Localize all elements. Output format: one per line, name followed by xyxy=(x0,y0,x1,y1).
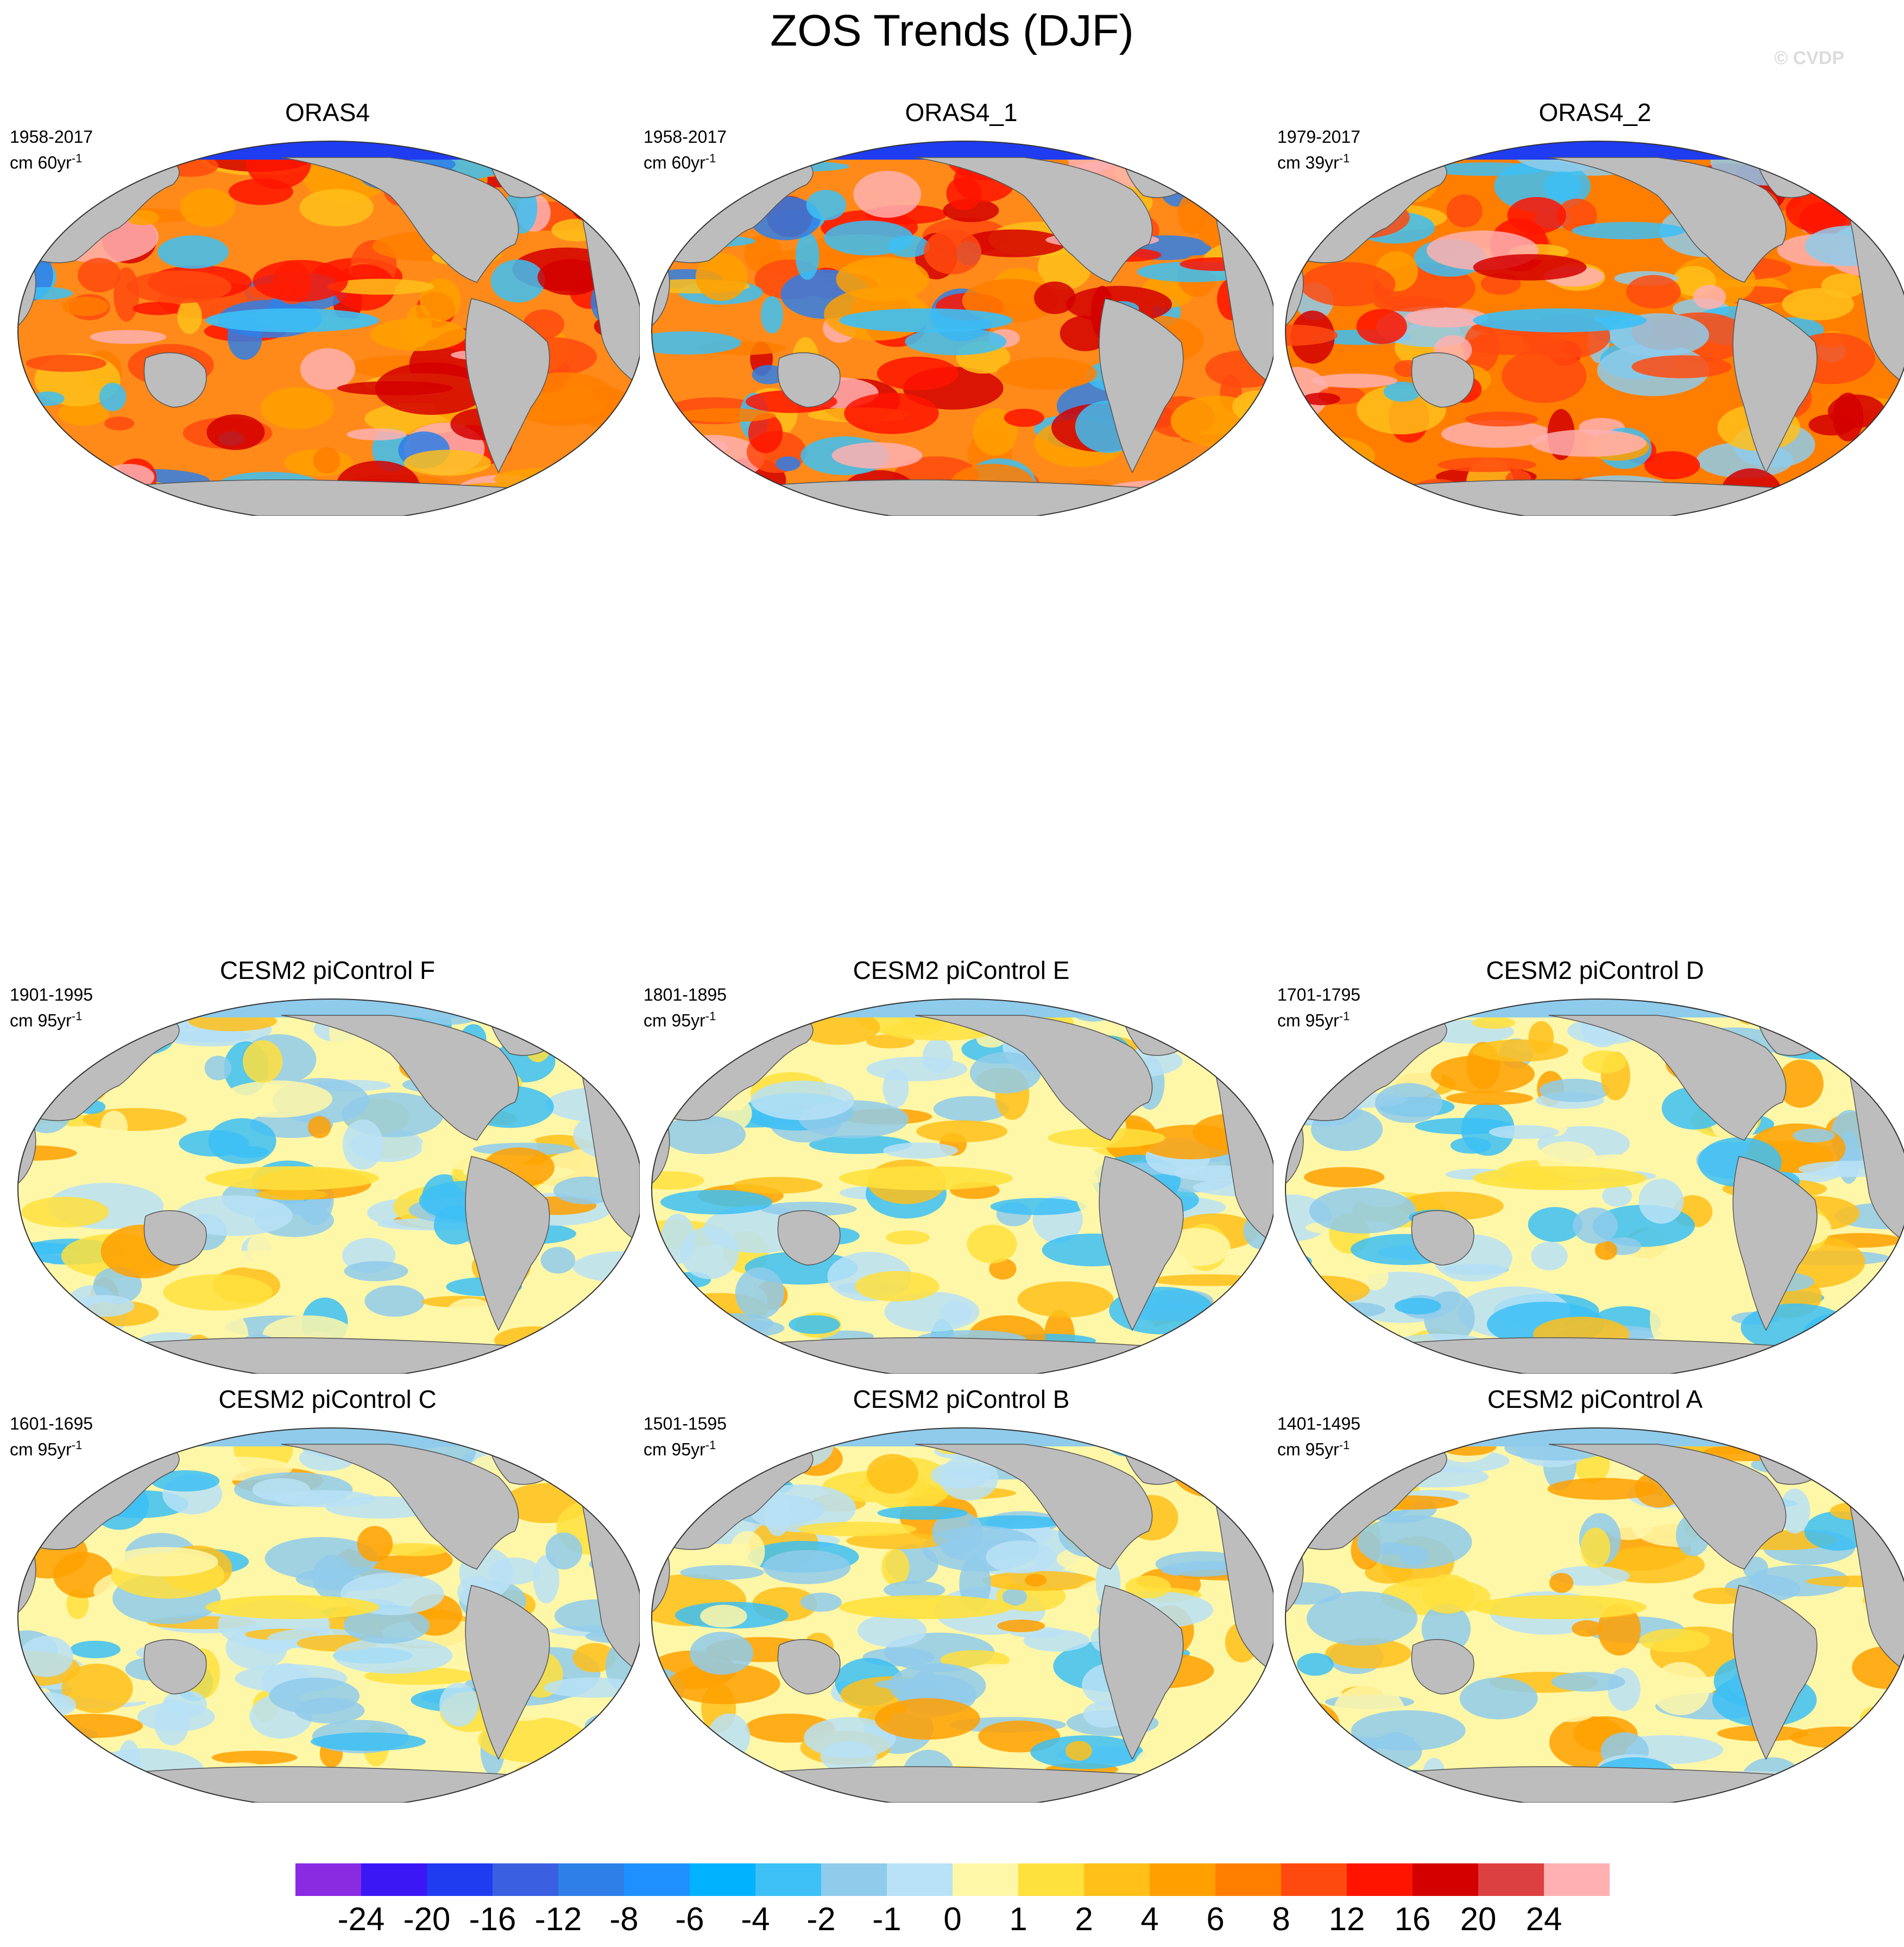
panel-period-units: 1958-2017 cm 60yr-1 xyxy=(644,126,727,174)
panel-period-units: 1901-1995 cm 95yr-1 xyxy=(10,984,93,1032)
period-label: 1979-2017 xyxy=(1277,127,1361,147)
period-label: 1958-2017 xyxy=(644,127,727,147)
colorbar-box xyxy=(493,1863,558,1896)
unit-label: cm 95yr-1 xyxy=(10,1438,83,1459)
colorbar-tick-label: 4 xyxy=(1140,1901,1159,1937)
panel-title: ORAS4 xyxy=(285,98,370,127)
colorbar-box xyxy=(821,1863,887,1896)
colorbar-tick-label: -8 xyxy=(609,1901,639,1937)
panel-period-units: 1958-2017 cm 60yr-1 xyxy=(10,126,93,174)
panel-title: CESM2 piControl F xyxy=(219,956,436,984)
map-panel: CESM2 piControl F 1901-1995 cm 95yr-1 xyxy=(10,956,645,1374)
ocean-trend-map xyxy=(1285,998,1904,1374)
colorbar xyxy=(295,1863,1610,1896)
map-panel: ORAS4_1 1958-2017 cm 60yr-1 xyxy=(644,98,1279,516)
unit-label: cm 95yr-1 xyxy=(644,1009,716,1031)
period-label: 1801-1895 xyxy=(644,985,727,1004)
unit-label: cm 60yr-1 xyxy=(10,151,83,173)
period-label: 1901-1995 xyxy=(10,985,93,1004)
ocean-trend-map xyxy=(651,1427,1273,1803)
colorbar-box xyxy=(427,1863,493,1896)
colorbar-tick-label: 20 xyxy=(1460,1901,1497,1937)
colorbar-labels: -24 -20 -16 -12 -8 -6 -4 -2 -1 0 1 2 4 6 8 12 16 20 24 xyxy=(0,1900,1904,1938)
colorbar-box xyxy=(953,1863,1018,1896)
panel-title: CESM2 piControl B xyxy=(853,1385,1070,1413)
panel-period-units: 1801-1895 cm 95yr-1 xyxy=(644,984,727,1032)
colorbar-tick-label: 6 xyxy=(1206,1901,1225,1937)
panel-period-units: 1401-1495 cm 95yr-1 xyxy=(1277,1413,1360,1461)
period-label: 1401-1495 xyxy=(1277,1414,1361,1433)
panel-title: CESM2 piControl D xyxy=(1486,956,1704,984)
ocean-trend-map xyxy=(17,141,640,516)
map-panel: CESM2 piControl B 1501-1595 cm 95yr-1 xyxy=(644,1385,1279,1803)
map-panel: CESM2 piControl A 1401-1495 cm 95yr-1 xyxy=(1277,1385,1904,1803)
colorbar-tick-label: -4 xyxy=(741,1901,770,1937)
colorbar-box xyxy=(755,1863,821,1896)
period-label: 1501-1595 xyxy=(644,1414,727,1433)
unit-label: cm 60yr-1 xyxy=(644,151,716,173)
panel-title: CESM2 piControl C xyxy=(218,1385,437,1413)
colorbar-tick-label: -6 xyxy=(675,1901,704,1937)
ocean-trend-map xyxy=(17,1427,640,1803)
unit-label: cm 39yr-1 xyxy=(1277,151,1350,173)
ocean-trend-map xyxy=(1285,141,1904,516)
colorbar-box xyxy=(1084,1863,1150,1896)
colorbar-box xyxy=(1544,1863,1610,1896)
colorbar-tick-label: 24 xyxy=(1525,1901,1562,1937)
colorbar-tick-label: 12 xyxy=(1328,1901,1365,1937)
ocean-trend-map xyxy=(651,998,1273,1374)
cvdp-watermark: © CVDP xyxy=(1774,48,1844,68)
map-panel: CESM2 piControl D 1701-1795 cm 95yr-1 xyxy=(1277,956,1904,1374)
period-label: 1701-1795 xyxy=(1277,985,1361,1004)
map-panel: CESM2 piControl E 1801-1895 cm 95yr-1 xyxy=(644,956,1279,1374)
ocean-trend-map xyxy=(1285,1427,1904,1803)
colorbar-box xyxy=(1281,1863,1347,1896)
colorbar-box xyxy=(624,1863,690,1896)
map-panel: ORAS4_2 1979-2017 cm 39yr-1 xyxy=(1277,98,1904,516)
colorbar-box xyxy=(1215,1863,1281,1896)
colorbar-box xyxy=(1347,1863,1413,1896)
panel-period-units: 1601-1695 cm 95yr-1 xyxy=(10,1413,93,1461)
colorbar-tick-label: -2 xyxy=(806,1901,836,1937)
panel-title: ORAS4_2 xyxy=(1539,98,1651,127)
map-panel: CESM2 piControl C 1601-1695 cm 95yr-1 xyxy=(10,1385,645,1803)
colorbar-box xyxy=(1018,1863,1084,1896)
colorbar-box xyxy=(558,1863,624,1896)
period-label: 1601-1695 xyxy=(10,1414,93,1433)
colorbar-tick-label: -12 xyxy=(534,1901,582,1937)
colorbar-tick-label: 1 xyxy=(1009,1901,1027,1937)
unit-label: cm 95yr-1 xyxy=(644,1438,716,1459)
colorbar-box xyxy=(295,1863,361,1896)
colorbar-tick-label: -20 xyxy=(403,1901,451,1937)
colorbar-tick-label: 8 xyxy=(1272,1901,1290,1937)
map-panel: ORAS4 1958-2017 cm 60yr-1 xyxy=(10,98,645,516)
colorbar-box xyxy=(690,1863,755,1896)
unit-label: cm 95yr-1 xyxy=(1277,1009,1350,1031)
panel-period-units: 1979-2017 cm 39yr-1 xyxy=(1277,126,1360,174)
colorbar-tick-label: 2 xyxy=(1075,1901,1093,1937)
panel-period-units: 1501-1595 cm 95yr-1 xyxy=(644,1413,727,1461)
colorbar-tick-label: 16 xyxy=(1394,1901,1431,1937)
unit-label: cm 95yr-1 xyxy=(1277,1438,1350,1459)
period-label: 1958-2017 xyxy=(10,127,93,147)
colorbar-box xyxy=(887,1863,953,1896)
panel-title: ORAS4_1 xyxy=(905,98,1018,127)
panel-title: CESM2 piControl E xyxy=(853,956,1070,984)
colorbar-tick-label: -1 xyxy=(872,1901,901,1937)
colorbar-box xyxy=(1150,1863,1215,1896)
colorbar-box xyxy=(1413,1863,1478,1896)
panel-title: CESM2 piControl A xyxy=(1487,1385,1703,1413)
figure-title: ZOS Trends (DJF) xyxy=(770,6,1134,55)
colorbar-tick-label: -16 xyxy=(469,1901,516,1937)
colorbar-box xyxy=(1478,1863,1544,1896)
ocean-trend-map xyxy=(17,998,640,1374)
ocean-trend-map xyxy=(651,141,1273,516)
colorbar-tick-label: 0 xyxy=(943,1901,962,1937)
unit-label: cm 95yr-1 xyxy=(10,1009,83,1031)
colorbar-box xyxy=(361,1863,427,1896)
colorbar-tick-label: -24 xyxy=(337,1901,385,1937)
panel-period-units: 1701-1795 cm 95yr-1 xyxy=(1277,984,1360,1032)
